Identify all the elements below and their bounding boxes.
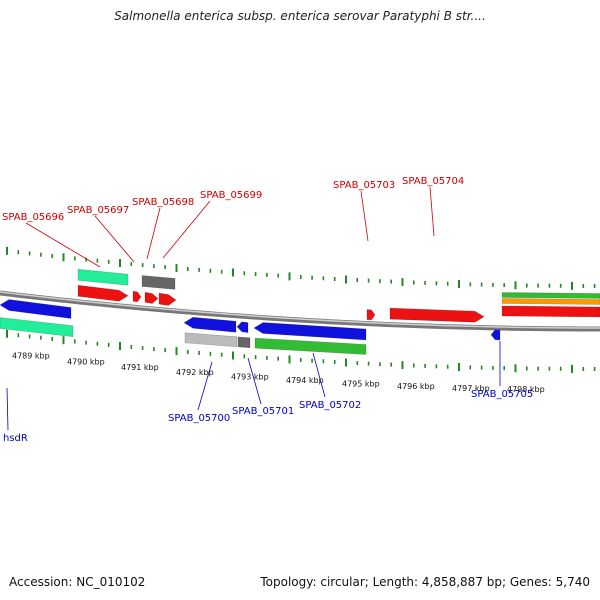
gene-spab-05698 (144, 291, 159, 304)
scale-label: 4797 kbp (452, 384, 490, 393)
backbone-highlight (0, 291, 600, 329)
gene-spab-05696 (77, 284, 129, 302)
forward-gene-label: SPAB_05699 (200, 190, 262, 201)
reverse-gene-label: SPAB_05700 (168, 413, 230, 424)
reverse-gene-label: SPAB_05701 (232, 406, 294, 417)
gene-light-gray-reverse (184, 332, 238, 348)
scale-label: 4794 kbp (286, 376, 324, 385)
reverse-leader-line (312, 352, 326, 398)
gene-features (0, 268, 600, 355)
gene-spab-05701 (236, 321, 249, 333)
scale-label: 4790 kbp (67, 358, 105, 367)
accession-text: Accession: NC_010102 (9, 575, 146, 589)
scale-label: 4791 kbp (121, 363, 159, 372)
genome-stats-text: Topology: circular; Length: 4,858,887 bp… (260, 575, 590, 589)
forward-gene-label: SPAB_05696 (2, 212, 64, 223)
forward-leader-line (429, 186, 435, 237)
forward-gene-label: SPAB_05697 (67, 205, 129, 216)
reverse-gene-label: hsdR (3, 433, 28, 444)
scale-label: 4796 kbp (397, 382, 435, 391)
gene-red-forward-right (501, 305, 600, 318)
forward-gene-label: SPAB_05704 (402, 176, 464, 187)
gene-orange-forward (501, 298, 600, 305)
gene-teal-reverse (0, 317, 74, 338)
forward-leader-line (162, 200, 211, 259)
gene-spab-05699 (158, 292, 177, 306)
forward-leader-line (146, 207, 161, 260)
label-lines (6, 186, 501, 431)
forward-leader-line (94, 215, 135, 263)
gene-dark-gray-reverse (237, 336, 251, 349)
labels: 4789 kbp 4790 kbp 4791 kbp 4792 kbp 4793 kbp… (2, 176, 545, 444)
map-title: Salmonella enterica subsp. enterica sero… (114, 9, 486, 23)
scale-label: 4789 kbp (12, 351, 50, 360)
reverse-gene-label: SPAB_05702 (299, 400, 361, 411)
scale-label: 4795 kbp (342, 379, 380, 388)
forward-gene-label: SPAB_05703 (333, 180, 395, 191)
gene-spab-05704 (389, 307, 485, 323)
backbone (0, 290, 600, 332)
gene-spab-05697 (132, 290, 142, 303)
gene-green-forward (501, 292, 600, 299)
scale-label: 4792 kbp (176, 368, 214, 377)
reverse-leader-line (197, 361, 213, 411)
scale-label: 4798 kbp (507, 385, 545, 394)
gene-spab-05703 (366, 309, 376, 321)
reverse-leader-line (247, 357, 262, 405)
reverse-gene-label: SPAB_05705 (471, 389, 533, 400)
gene-teal-forward (77, 268, 129, 286)
forward-gene-label: SPAB_05698 (132, 197, 194, 208)
backbone-layer (0, 290, 600, 332)
forward-leader-line (25, 222, 101, 268)
scale-ticks (6, 246, 596, 373)
forward-leader-line (360, 190, 369, 242)
gene-hsdr (0, 299, 72, 319)
gene-spab-05700 (183, 316, 237, 333)
gene-spab-05702 (253, 322, 367, 341)
gene-green-reverse (254, 337, 367, 355)
scale-label: 4793 kbp (231, 372, 269, 381)
gene-gray-forward (141, 275, 176, 290)
gene-spab-05705 (490, 329, 501, 341)
reverse-leader-line (6, 387, 9, 431)
